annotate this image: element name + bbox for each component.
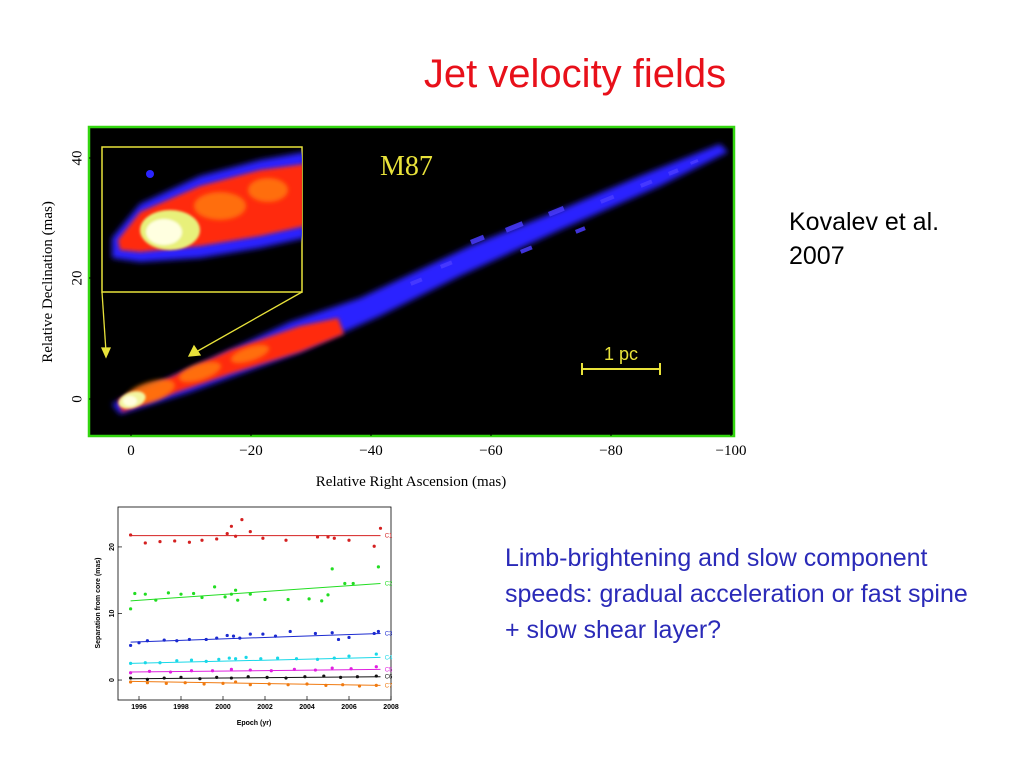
image-axis-ticks bbox=[89, 157, 732, 436]
image-x-label: Relative Right Ascension (mas) bbox=[316, 474, 506, 490]
scale-bar-label: 1 pc bbox=[604, 344, 638, 364]
citation-year: 2007 bbox=[789, 242, 845, 270]
image-x-tick: −40 bbox=[359, 443, 382, 459]
image-x-tick: 0 bbox=[127, 443, 135, 459]
image-x-tick: −80 bbox=[599, 443, 622, 459]
inset-jet bbox=[112, 152, 302, 262]
inset-callout-lines bbox=[100, 291, 303, 359]
image-y-tick: 0 bbox=[69, 395, 85, 403]
image-y-tick: 20 bbox=[69, 271, 85, 286]
citation-authors: Kovalev et al. bbox=[789, 208, 940, 236]
image-x-tick: −20 bbox=[239, 443, 262, 459]
image-x-tick: −60 bbox=[479, 443, 502, 459]
source-label: M87 bbox=[380, 151, 433, 182]
scale-bar: 1 pc bbox=[581, 344, 661, 375]
slide-caption: Limb-brightening and slow component spee… bbox=[505, 544, 968, 644]
slide-title: Jet velocity fields bbox=[423, 52, 727, 96]
citation: Kovalev et al. 2007 bbox=[789, 205, 939, 273]
jet-emission bbox=[112, 144, 728, 414]
image-x-tick: −100 bbox=[716, 443, 747, 459]
image-y-tick: 40 bbox=[69, 151, 85, 166]
image-y-label: Relative Declination (mas) bbox=[40, 201, 56, 363]
